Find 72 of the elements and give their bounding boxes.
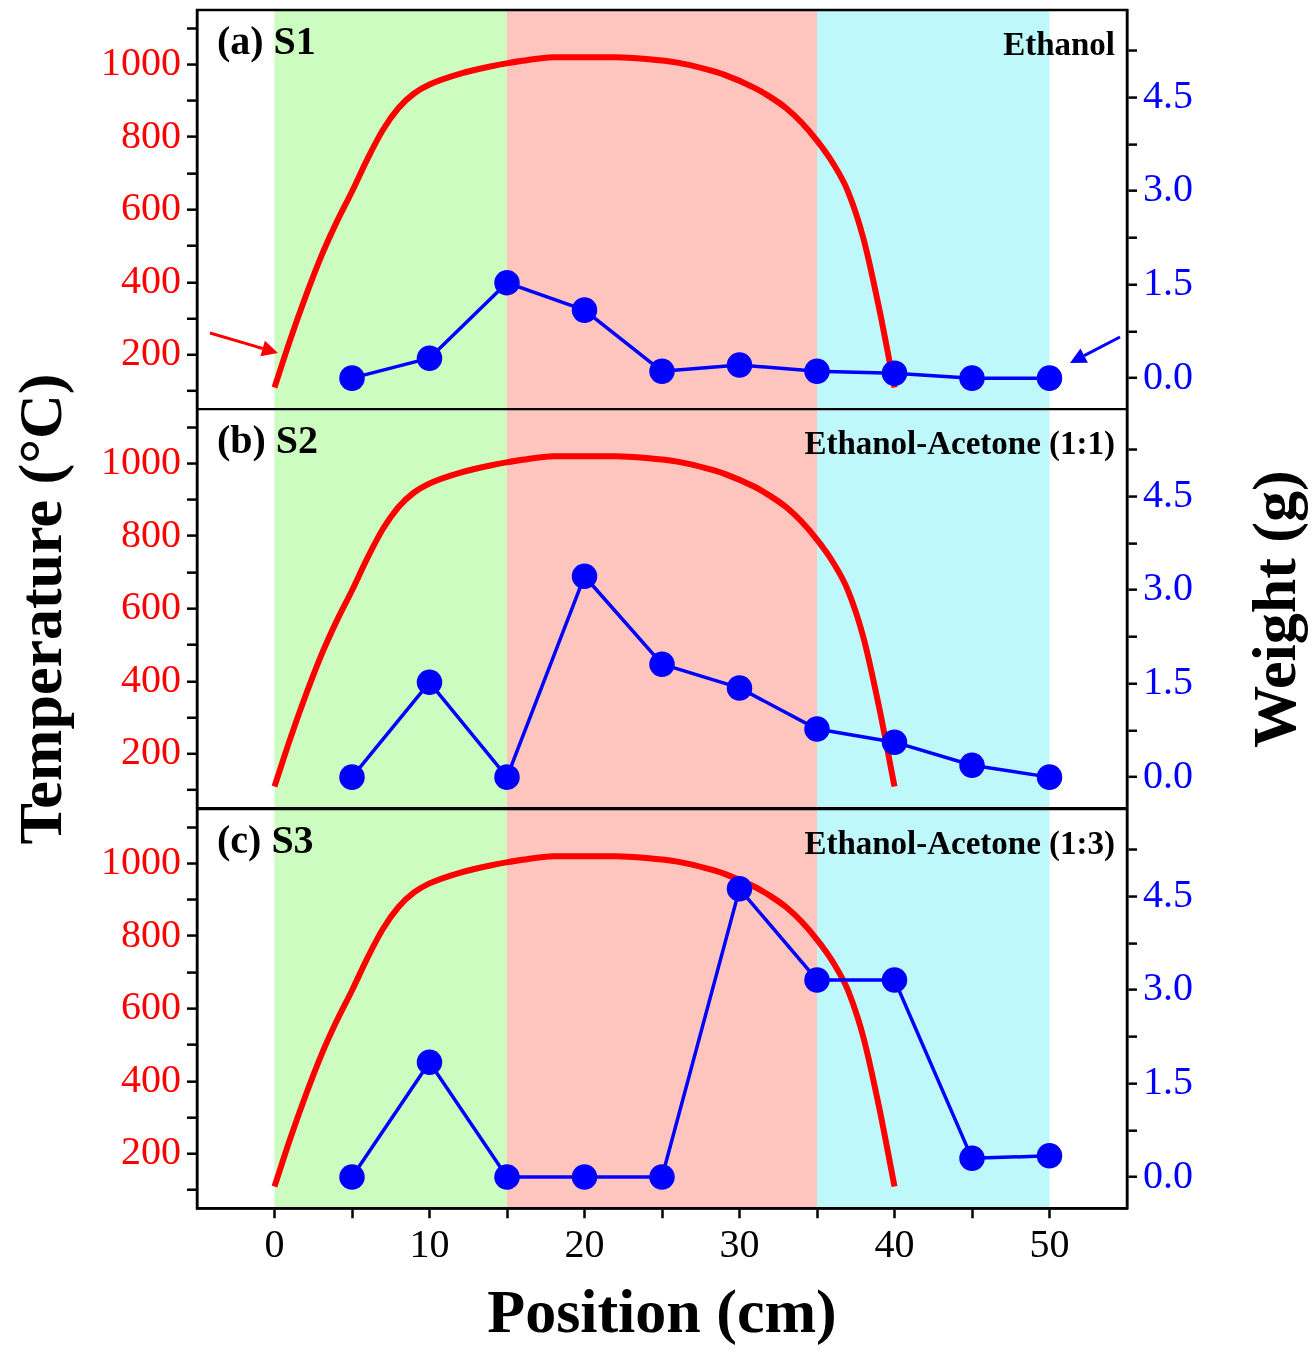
- point: [416, 345, 443, 371]
- point: [571, 563, 598, 590]
- point: [339, 764, 365, 791]
- y-tick-label: 1000: [101, 438, 181, 484]
- y2-axis-title: Weight (g): [1238, 470, 1309, 748]
- y2-tick-label: 3.0: [1143, 165, 1193, 211]
- annotation: (c) S3: [217, 817, 314, 863]
- y2-tick-label: 1.5: [1143, 259, 1193, 305]
- point: [494, 269, 520, 296]
- x-tick-label: 30: [719, 1220, 760, 1266]
- y2-tick-label: 0.0: [1143, 1151, 1193, 1197]
- annotation: Ethanol-Acetone (1:1): [804, 425, 1115, 463]
- y2-tick-label: 4.5: [1143, 870, 1193, 916]
- point: [494, 1163, 520, 1190]
- y-tick-label: 800: [121, 910, 181, 956]
- x-tick-label: 0: [264, 1220, 285, 1266]
- x-tick-label: 50: [1029, 1220, 1070, 1266]
- x-tick-label: 10: [409, 1220, 450, 1266]
- point: [959, 1145, 985, 1171]
- point: [571, 297, 598, 323]
- point: [416, 669, 443, 696]
- y2-tick-label: 0.0: [1143, 352, 1193, 398]
- point: [881, 729, 908, 756]
- y-tick-label: 400: [121, 256, 181, 302]
- y2-tick-label: 3.0: [1143, 564, 1193, 610]
- point: [416, 1049, 443, 1075]
- point: [804, 966, 830, 993]
- point: [726, 352, 753, 378]
- point: [1036, 1142, 1063, 1169]
- point: [881, 966, 908, 993]
- y-tick-label: 200: [121, 728, 181, 774]
- annotation: Ethanol-Acetone (1:3): [804, 824, 1115, 862]
- point: [649, 651, 675, 678]
- y-tick-label: 800: [121, 510, 181, 556]
- y-tick-label: 800: [121, 111, 181, 157]
- y-tick-label: 600: [121, 982, 181, 1028]
- point: [339, 365, 365, 391]
- point: [804, 716, 830, 743]
- point: [649, 1163, 675, 1190]
- y-tick-label: 1000: [101, 38, 181, 84]
- point: [881, 360, 908, 386]
- point: [1036, 365, 1063, 391]
- y2-tick-label: 1.5: [1143, 658, 1193, 704]
- y-axis-title: Temperature (°C): [4, 373, 75, 845]
- y-tick-label: 600: [121, 583, 181, 629]
- annotation: (b) S2: [217, 417, 319, 463]
- y2-tick-label: 4.5: [1143, 71, 1193, 117]
- point: [571, 1163, 598, 1190]
- y2-tick-label: 4.5: [1143, 471, 1193, 517]
- y-tick-label: 400: [121, 1055, 181, 1101]
- y-tick-label: 400: [121, 656, 181, 702]
- x-axis-title: Position (cm): [487, 1276, 837, 1346]
- y2-tick-label: 0.0: [1143, 751, 1193, 797]
- annotation: Ethanol: [1003, 26, 1115, 63]
- y-tick-label: 600: [121, 184, 181, 230]
- point: [959, 365, 985, 391]
- point: [1036, 764, 1063, 791]
- y2-tick-label: 3.0: [1143, 964, 1193, 1010]
- x-tick-label: 40: [874, 1220, 915, 1266]
- y-tick-label: 1000: [101, 837, 181, 883]
- x-tick-label: 20: [564, 1220, 605, 1266]
- y2-tick-label: 1.5: [1143, 1057, 1193, 1103]
- y-tick-label: 200: [121, 1127, 181, 1173]
- point: [649, 358, 675, 385]
- point: [726, 675, 753, 701]
- point: [494, 764, 520, 791]
- point: [959, 752, 985, 779]
- point: [339, 1163, 365, 1190]
- point: [804, 358, 830, 385]
- annotation: (a) S1: [217, 18, 316, 64]
- y-tick-label: 200: [121, 329, 181, 375]
- point: [726, 875, 753, 902]
